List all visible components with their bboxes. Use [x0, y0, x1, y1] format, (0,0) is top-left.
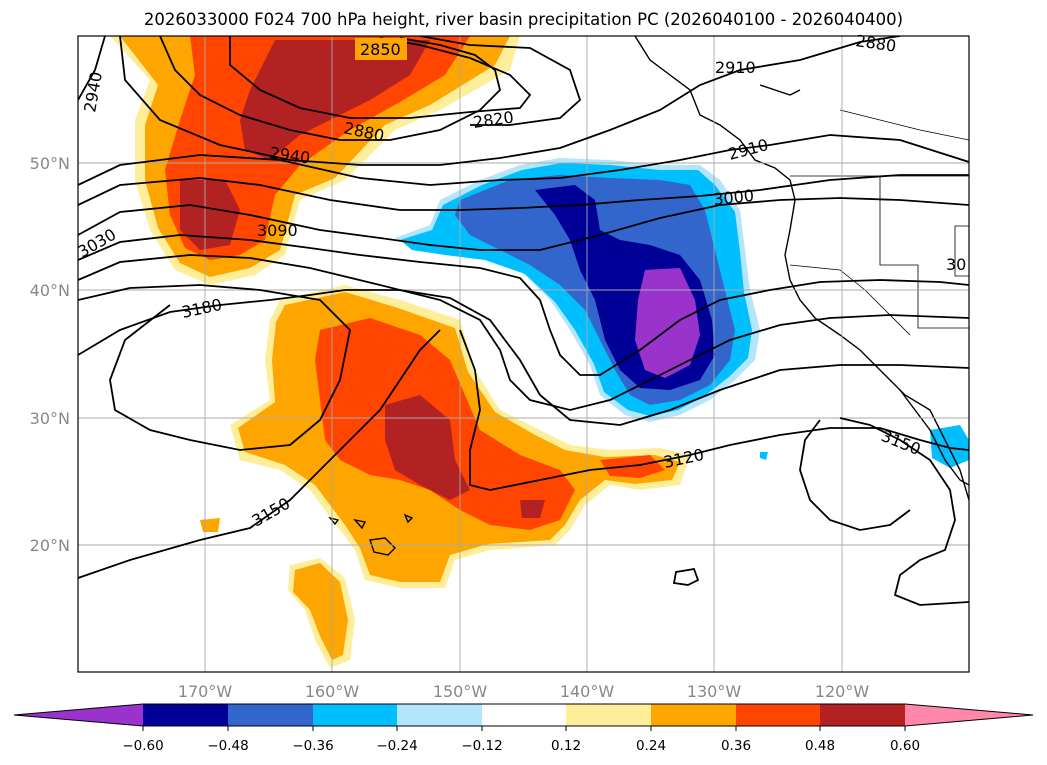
colorbar-segment-1	[143, 704, 228, 726]
colorbar-tick-label: 0.60	[890, 738, 920, 754]
colorbar-segment-8	[736, 704, 820, 726]
colorbar-tick-label: −0.12	[461, 738, 502, 754]
contour-label-2910: 2910	[715, 58, 756, 77]
lon-label-130w: 130°W	[687, 682, 742, 701]
colorbar-segment-2	[228, 704, 313, 726]
lat-label-40n: 40°N	[30, 281, 70, 300]
lat-label-50n: 50°N	[30, 154, 70, 173]
positive-anomaly-south	[200, 518, 355, 668]
colorbar-segment-9	[820, 704, 905, 726]
colorbar-tick-label: −0.24	[376, 738, 417, 754]
longitude-labels: 170°W 160°W 150°W 140°W 130°W 120°W	[178, 682, 870, 701]
latitude-labels: 50°N 40°N 30°N 20°N	[30, 154, 70, 555]
colorbar-segment-10	[905, 704, 1033, 726]
map-frame	[77, 35, 970, 673]
colorbar-ticks	[142, 726, 906, 731]
lon-label-150w: 150°W	[433, 682, 488, 701]
colorbar-tick-label: −0.36	[292, 738, 333, 754]
colorbar-tick-label: 0.48	[805, 738, 835, 754]
colorbar: −0.60 −0.48 −0.36 −0.24 −0.12 0.12 0.24 …	[13, 703, 1034, 754]
colorbar-tick-label: 0.36	[721, 738, 751, 754]
colorbar-segment-4	[397, 704, 482, 726]
colorbar-segment-5	[482, 704, 566, 726]
contour-label-3000: 3000	[712, 186, 754, 209]
gridlines	[78, 36, 969, 672]
contour-label-30: 30	[946, 255, 966, 274]
lon-label-160w: 160°W	[305, 682, 360, 701]
colorbar-tick-label: −0.60	[122, 738, 163, 754]
lat-label-20n: 20°N	[30, 536, 70, 555]
colorbar-tick-label: 0.12	[551, 738, 581, 754]
page-title: 2026033000 F024 700 hPa height, river ba…	[143, 10, 904, 29]
map-area	[78, 36, 969, 672]
colorbar-segment-6	[566, 704, 651, 726]
colorbar-segment-0	[14, 704, 143, 726]
lat-label-30n: 30°N	[30, 409, 70, 428]
colorbar-tick-label: −0.48	[207, 738, 248, 754]
colorbar-segment-3	[313, 704, 397, 726]
colorbar-segment-7	[651, 704, 736, 726]
colorbar-tick-label: 0.24	[636, 738, 666, 754]
lon-label-140w: 140°W	[560, 682, 615, 701]
contour-label-3090: 3090	[257, 221, 298, 240]
lon-label-120w: 120°W	[815, 682, 870, 701]
lon-label-170w: 170°W	[178, 682, 233, 701]
contour-label-2850: 2850	[360, 40, 401, 59]
height-contours	[78, 36, 969, 606]
